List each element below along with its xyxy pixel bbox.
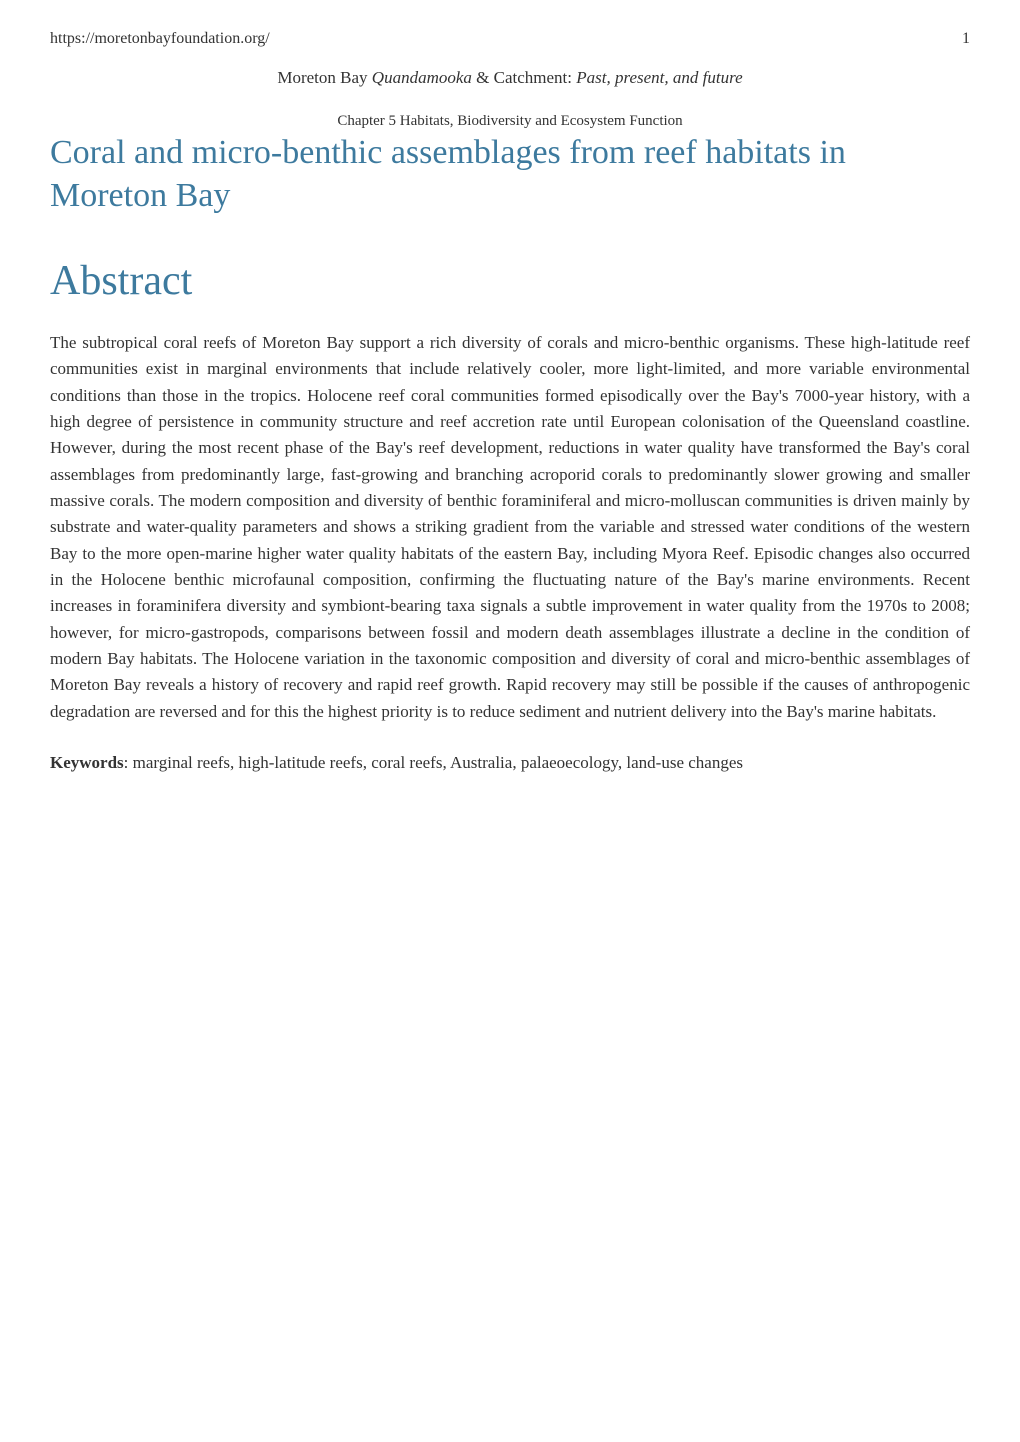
keywords-separator: : (124, 753, 133, 772)
keywords-line: Keywords: marginal reefs, high-latitude … (50, 750, 970, 776)
source-url: https://moretonbayfoundation.org/ (50, 30, 270, 48)
abstract-heading: Abstract (50, 257, 970, 305)
publication-title-italic-2: Past, present, and future (576, 68, 742, 87)
article-title: Coral and micro-benthic assemblages from… (50, 132, 970, 217)
page-header: https://moretonbayfoundation.org/ 1 (50, 30, 970, 48)
publication-title-middle: & Catchment: (472, 68, 576, 87)
abstract-body: The subtropical coral reefs of Moreton B… (50, 330, 970, 725)
chapter-label: Chapter 5 Habitats, Biodiversity and Eco… (50, 113, 970, 130)
publication-title-italic-1: Quandamooka (372, 68, 472, 87)
publication-title: Moreton Bay Quandamooka & Catchment: Pas… (50, 68, 970, 88)
keywords-label: Keywords (50, 753, 124, 772)
keywords-text: marginal reefs, high-latitude reefs, cor… (133, 753, 743, 772)
page-number: 1 (962, 30, 970, 48)
publication-title-prefix: Moreton Bay (277, 68, 371, 87)
